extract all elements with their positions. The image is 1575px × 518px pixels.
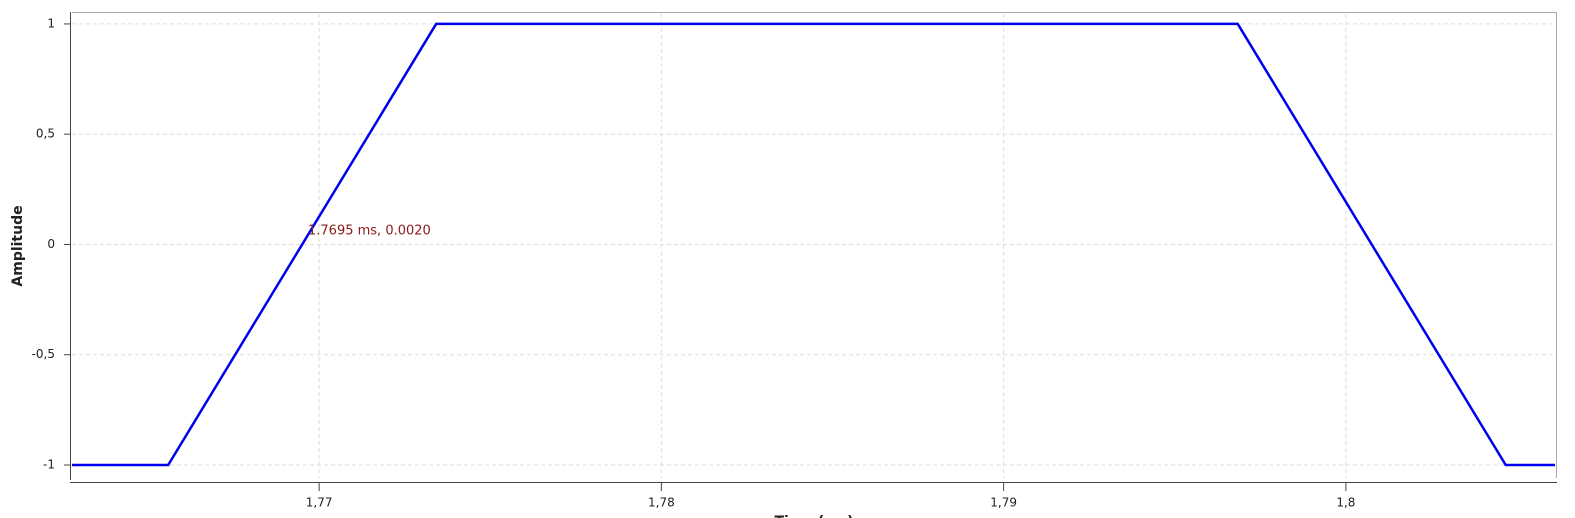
y-tick-label: -1 xyxy=(43,457,55,471)
x-tick-label: 1,8 xyxy=(1336,496,1355,510)
x-tick-label: 1,77 xyxy=(306,496,333,510)
signal-line xyxy=(72,22,1555,467)
y-tick-label: 0 xyxy=(47,237,55,251)
y-axis-label: Amplitude xyxy=(10,205,26,286)
plot-area xyxy=(72,13,1555,478)
y-tick-label: -0,5 xyxy=(32,347,55,361)
y-tick-label: 0,5 xyxy=(36,127,55,141)
cursor-annotation: 1.7695 ms, 0.0020 xyxy=(308,224,431,239)
x-tick-label: 1,79 xyxy=(990,496,1017,510)
y-tick-label: 1 xyxy=(47,16,55,30)
x-axis-label: Time (ms) xyxy=(774,514,853,518)
x-tick-label: 1,78 xyxy=(648,496,675,510)
